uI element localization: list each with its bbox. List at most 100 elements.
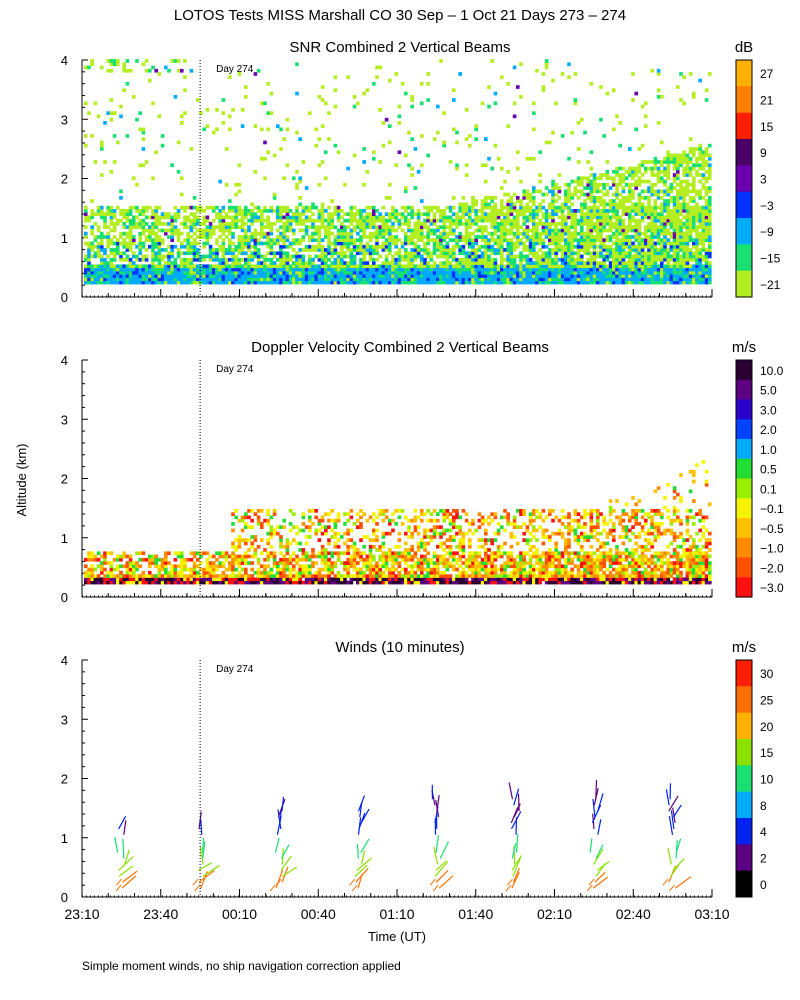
snr-cell xyxy=(362,248,366,252)
snr-cell xyxy=(644,231,648,236)
snr-cell xyxy=(522,270,526,275)
snr-cell xyxy=(109,241,114,246)
snr-cell xyxy=(122,68,126,73)
snr-cell xyxy=(144,277,149,282)
snr-cell xyxy=(365,212,370,216)
snr-cell xyxy=(378,218,382,223)
snr-cell xyxy=(400,241,405,246)
snr-cell xyxy=(618,257,622,262)
snr-cell xyxy=(416,228,421,233)
snr-cell xyxy=(301,264,306,269)
snr-cell xyxy=(269,248,274,252)
snr-cell xyxy=(112,228,117,233)
snr-cell xyxy=(704,238,709,242)
snr-cell xyxy=(500,264,504,269)
snr-cell xyxy=(333,104,338,109)
snr-cell xyxy=(455,212,459,216)
snr-cell xyxy=(317,270,322,275)
snr-cell xyxy=(308,209,312,213)
snr-cell xyxy=(608,225,613,229)
snr-cell xyxy=(647,235,651,239)
snr-cell xyxy=(544,140,549,145)
snr-cell xyxy=(580,218,584,223)
snr-cell xyxy=(532,225,536,229)
snr-cell xyxy=(548,254,552,259)
snr-cell xyxy=(618,248,622,252)
snr-cell xyxy=(372,225,376,229)
snr-cell xyxy=(112,134,117,138)
snr-cell xyxy=(304,248,309,252)
snr-cell xyxy=(109,169,114,174)
snr-cell xyxy=(311,244,315,249)
snr-cell xyxy=(148,238,152,242)
snr-colorbar-label: 15 xyxy=(760,120,774,134)
snr-cell xyxy=(621,274,626,278)
snr-cell xyxy=(612,248,616,252)
snr-cell xyxy=(602,222,606,226)
snr-cell xyxy=(701,238,706,242)
snr-cell xyxy=(160,270,165,275)
snr-cell xyxy=(141,137,146,141)
snr-cell xyxy=(647,270,651,275)
snr-cell xyxy=(596,199,600,203)
snr-cell xyxy=(436,238,440,242)
snr-cell xyxy=(666,209,670,213)
snr-cell xyxy=(493,225,498,229)
snr-cell xyxy=(576,179,581,184)
snr-cell xyxy=(528,212,533,216)
snr-cell xyxy=(679,228,683,233)
snr-cell xyxy=(244,264,248,269)
snr-cell xyxy=(676,274,680,278)
snr-cell xyxy=(688,166,693,171)
snr-cell xyxy=(704,209,709,213)
snr-cell xyxy=(148,264,152,269)
snr-cell xyxy=(637,248,642,252)
snr-cell xyxy=(420,163,424,168)
snr-cell xyxy=(132,277,136,282)
snr-cell xyxy=(487,215,491,220)
snr-cell xyxy=(343,231,347,236)
snr-cell xyxy=(388,225,392,229)
snr-cell xyxy=(500,205,504,210)
snr-cell xyxy=(420,222,424,226)
snr-cell xyxy=(138,248,142,252)
snr-cell xyxy=(426,248,430,252)
snr-cell xyxy=(288,215,293,220)
snr-cell xyxy=(407,218,411,223)
snr-cell xyxy=(416,267,421,272)
snr-cell xyxy=(173,228,178,233)
snr-cell xyxy=(570,244,574,249)
snr-cell xyxy=(202,127,206,132)
snr-cell xyxy=(362,270,366,275)
snr-cell xyxy=(285,209,290,213)
doppler-cell xyxy=(154,554,158,559)
snr-cell xyxy=(596,222,600,226)
snr-cell xyxy=(516,225,520,229)
snr-cell xyxy=(480,231,485,236)
snr-cell xyxy=(330,222,334,226)
snr-cell xyxy=(266,257,270,262)
snr-cell xyxy=(692,176,696,181)
snr-cell xyxy=(596,261,600,265)
snr-cell xyxy=(346,280,350,285)
snr-cell xyxy=(708,209,712,213)
snr-cell xyxy=(599,199,603,203)
snr-cell xyxy=(608,267,613,272)
doppler-cell xyxy=(100,561,104,565)
snr-cell xyxy=(445,244,450,249)
snr-cell xyxy=(317,225,322,229)
snr-cell xyxy=(644,254,648,259)
snr-cell xyxy=(640,277,645,282)
snr-cell xyxy=(666,173,670,177)
snr-cell xyxy=(93,160,98,164)
snr-cell xyxy=(263,270,267,275)
snr-cell xyxy=(263,274,267,278)
snr-cell xyxy=(615,235,619,239)
snr-cell xyxy=(247,254,251,259)
snr-cell xyxy=(631,261,635,265)
snr-cell xyxy=(448,238,453,242)
snr-cell xyxy=(461,277,466,282)
snr-cell xyxy=(500,277,504,282)
snr-cell xyxy=(109,277,114,282)
snr-cell xyxy=(423,270,427,275)
